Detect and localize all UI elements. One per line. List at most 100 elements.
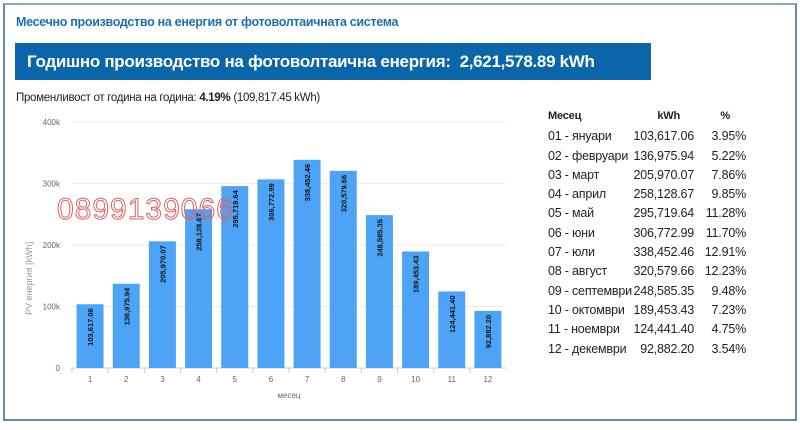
row-kwh: 258,128.67 [633, 187, 694, 202]
variability-label: Променливост от година на година: [16, 92, 197, 104]
banner-label: Годишно производство на фотоволтаична ен… [27, 52, 451, 71]
year-variability: Променливост от година на година: 4.19% … [16, 92, 320, 104]
bar-data-label: 92,882.20 [484, 315, 493, 348]
x-tick-label: 3 [160, 375, 165, 384]
table-row: 07 - юли 338,452.46 12.91% [548, 245, 768, 264]
header-month: Месец [548, 110, 582, 122]
variability-percent: 4.19% [199, 92, 231, 104]
table-row: 06 - юни 306,772.99 11.70% [548, 226, 768, 245]
row-kwh: 248,585.35 [633, 283, 694, 298]
row-kwh: 136,975.94 [633, 148, 694, 163]
x-tick-label: 5 [233, 375, 238, 384]
bar-data-label: 189,453.43 [412, 255, 421, 293]
row-percent: 11.28% [705, 206, 746, 221]
header-percent: % [720, 110, 730, 122]
x-tick-label: 6 [269, 375, 274, 384]
row-kwh: 338,452.46 [633, 245, 694, 260]
row-percent: 7.23% [711, 302, 747, 317]
row-month: 07 - юли [548, 245, 595, 260]
x-tick-label: 12 [483, 375, 492, 384]
bar-data-label: 295,719.64 [231, 189, 240, 227]
bar [329, 170, 357, 368]
table-row: 02 - февруари 136,975.94 5.22% [548, 149, 768, 168]
bar-data-label: 205,970.07 [158, 245, 167, 283]
bar [438, 291, 466, 368]
bar-data-label: 306,772.99 [267, 183, 276, 221]
panel-frame [3, 3, 797, 421]
bar [221, 186, 249, 368]
table-row: 04 - април 258,128.67 9.85% [548, 187, 768, 206]
row-percent: 3.54% [711, 341, 747, 356]
row-kwh: 124,441.40 [633, 322, 694, 337]
bar [293, 159, 321, 368]
x-tick-label: 10 [411, 375, 420, 384]
row-month: 03 - март [548, 167, 600, 182]
y-tick-label: 200k [43, 241, 61, 250]
row-month: 08 - август [548, 264, 608, 279]
table-row: 03 - март 205,970.07 7.86% [548, 168, 768, 187]
x-tick-label: 9 [377, 375, 382, 384]
row-percent: 5.22% [711, 148, 747, 163]
header-kwh: kWh [657, 110, 680, 122]
row-month: 10 - октомври [548, 302, 625, 317]
bar [365, 215, 393, 368]
bar [474, 310, 502, 368]
row-kwh: 103,617.06 [633, 129, 694, 144]
x-tick-label: 7 [305, 375, 310, 384]
bar-data-label: 248,585.35 [375, 219, 384, 257]
bar-data-label: 136,975.94 [122, 287, 131, 325]
table-row: 08 - август 320,579.66 12.23% [548, 264, 768, 283]
row-percent: 12.23% [704, 264, 746, 279]
x-tick-label: 1 [88, 375, 93, 384]
row-month: 04 - април [548, 187, 606, 202]
table-row: 12 - декември 92,882.20 3.54% [548, 342, 768, 361]
table-row: 11 - ноември 124,441.40 4.75% [548, 322, 768, 341]
x-tick-label: 11 [448, 375, 457, 384]
row-month: 01 - януари [548, 129, 612, 144]
x-axis-label: месец [278, 391, 301, 400]
table-row: 10 - октомври 189,453.43 7.23% [548, 303, 768, 322]
section-title: Месечно производство на енергия от фотов… [16, 15, 399, 29]
table-header: Месец kWh % [548, 110, 768, 129]
row-kwh: 189,453.43 [633, 302, 694, 317]
banner-value: 2,621,578.89 kWh [459, 52, 595, 71]
bar-data-label: 103,617.06 [86, 308, 95, 346]
row-percent: 11.70% [705, 225, 746, 240]
bar [76, 304, 104, 368]
y-tick-label: 100k [43, 303, 61, 312]
bar [257, 179, 285, 368]
watermark: 0899139066 [57, 193, 234, 226]
bar [185, 209, 213, 368]
bar-data-label: 320,579.66 [339, 175, 348, 213]
annual-production-banner: Годишно производство на фотоволтаична ен… [15, 43, 651, 80]
row-percent: 7.86% [711, 167, 747, 182]
row-percent: 3.95% [711, 129, 747, 144]
row-month: 02 - февруари [548, 148, 629, 163]
row-percent: 12.91% [704, 245, 746, 260]
variability-kwh: (109,817.45 kWh) [233, 92, 320, 104]
bar [148, 241, 176, 368]
y-tick-label: 300k [43, 180, 61, 189]
row-month: 11 - ноември [548, 322, 620, 337]
row-kwh: 205,970.07 [633, 167, 694, 182]
row-percent: 9.85% [711, 187, 747, 202]
x-tick-label: 4 [196, 375, 201, 384]
y-tick-label: 400k [43, 118, 61, 127]
bar [402, 251, 430, 368]
table-row: 09 - септември 248,585.35 9.48% [548, 284, 768, 303]
monthly-table: Месец kWh % 01 - януари 103,617.06 3.95% 02… [548, 110, 768, 361]
y-axis-label: PV енергия [kWh] [24, 242, 34, 315]
row-kwh: 92,882.20 [640, 341, 694, 356]
row-kwh: 320,579.66 [633, 264, 694, 279]
row-kwh: 306,772.99 [633, 225, 694, 240]
monthly-production-chart: 0 100k 200k 300k 400k PV енергия [kWh] 103,617… [24, 118, 506, 400]
x-tick-label: 8 [341, 375, 346, 384]
row-month: 12 - декември [548, 341, 627, 356]
row-percent: 9.48% [711, 283, 747, 298]
x-tick-label: 2 [124, 375, 129, 384]
table-row: 01 - януари 103,617.06 3.95% [548, 129, 768, 148]
row-percent: 4.75% [711, 322, 747, 337]
y-tick-label: 0 [56, 364, 61, 373]
bar [112, 283, 140, 368]
bar-data-label: 258,128.67 [195, 213, 204, 251]
